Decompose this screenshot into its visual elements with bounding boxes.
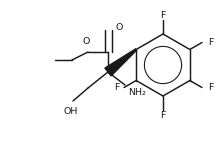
Text: F: F [160, 10, 166, 19]
Text: NH₂: NH₂ [128, 88, 146, 97]
Text: F: F [114, 83, 119, 92]
Text: F: F [208, 38, 213, 47]
Polygon shape [105, 49, 137, 76]
Text: O: O [116, 24, 123, 32]
Text: F: F [208, 83, 213, 92]
Text: OH: OH [64, 107, 78, 116]
Text: F: F [160, 111, 166, 120]
Text: O: O [82, 37, 90, 46]
